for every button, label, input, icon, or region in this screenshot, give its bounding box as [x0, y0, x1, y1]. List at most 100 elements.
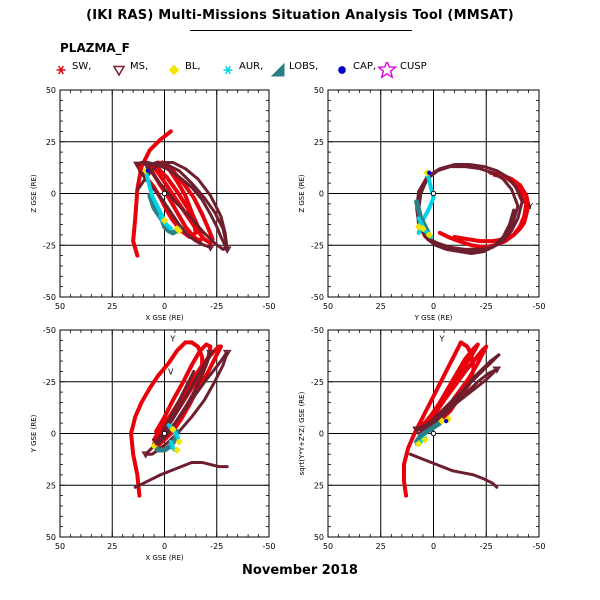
region-marker [415, 440, 423, 448]
cusp-star-icon-shape [378, 62, 398, 79]
bl-diamond-icon-shape [168, 64, 180, 76]
y-tick-label: -25 [43, 378, 56, 387]
region-marker [133, 161, 142, 169]
earth-marker [161, 190, 168, 197]
x-tick-label: -25 [210, 542, 223, 551]
orbit-track [143, 168, 167, 223]
plot-annotation: Y [169, 334, 175, 343]
orbit-track [129, 340, 194, 498]
x-tick-label: 25 [107, 302, 117, 311]
legend: SW, MS, BL, AUR, LOBS, CAP, CUSP [52, 60, 592, 82]
sw-asterisk-icon-shape [56, 65, 66, 75]
orbit-track [131, 129, 173, 258]
y-tick-label: 0 [51, 190, 56, 199]
y-tick-label: 50 [314, 533, 324, 542]
plot-annotation: Y [527, 202, 533, 211]
y-tick-label: -50 [43, 326, 56, 335]
earth-marker [430, 430, 437, 437]
y-axis-label: Y GSE (RE) [30, 414, 38, 453]
ms-triangle-icon-shape [112, 65, 126, 77]
y-tick-label: 25 [314, 138, 324, 147]
aur-asterisk-icon [223, 65, 233, 75]
y-tick-label: 0 [51, 430, 56, 439]
earth-marker [161, 430, 168, 437]
plot-annotation: V [168, 367, 174, 376]
region-marker [444, 418, 449, 424]
y-tick-label: -50 [43, 293, 56, 302]
cusp-star-icon [378, 62, 398, 79]
orbit-track [421, 361, 492, 429]
legend-label: SW, [72, 61, 92, 72]
x-tick-label: 25 [376, 542, 386, 551]
x-tick-label: 0 [431, 302, 436, 311]
ms-triangle-icon [112, 65, 126, 77]
region-marker [427, 170, 432, 175]
y-tick-label: 50 [46, 86, 56, 95]
region-marker [222, 246, 232, 254]
region-marker [412, 426, 421, 434]
region-marker [175, 227, 183, 235]
x-tick-label: 25 [107, 542, 117, 551]
x-axis-label: Y GSE (RE) [414, 314, 453, 322]
cap-circle-icon [338, 66, 346, 74]
x-tick-label: -25 [480, 542, 493, 551]
orbit-track [146, 160, 229, 249]
panel-4: 50 25 0 -25 -50 -50 -25 0 25 50 sqrt(Y*Y+Z*Z) GSE … [298, 326, 546, 551]
region-marker [421, 436, 429, 444]
x-tick-label: 0 [162, 302, 167, 311]
x-tick-label: -50 [532, 542, 545, 551]
x-tick-label: 0 [431, 542, 436, 551]
orbit-track [135, 160, 229, 251]
x-tick-label: 0 [162, 542, 167, 551]
legend-label: LOBS, [289, 61, 319, 72]
figure-title: (IKI RAS) Multi-Missions Situation Analy… [86, 8, 514, 23]
orbit-series-group [414, 163, 531, 256]
orbit-track [160, 369, 196, 433]
y-tick-label: -25 [311, 378, 324, 387]
y-tick-label: -25 [311, 241, 324, 250]
aur-asterisk-icon-shape [223, 65, 233, 75]
x-tick-label: -50 [532, 302, 545, 311]
title-underline [190, 30, 412, 31]
x-tick-label: 50 [323, 302, 333, 311]
mission-name: PLAZMA_F [60, 41, 130, 55]
region-marker [425, 231, 433, 239]
x-tick-label: 25 [376, 302, 386, 311]
region-marker [151, 438, 161, 447]
orbit-track [135, 160, 229, 251]
region-marker [222, 349, 232, 358]
x-tick-label: -25 [480, 302, 493, 311]
orbit-track [414, 420, 443, 445]
plot-annotation: Y [438, 334, 444, 343]
y-tick-label: 25 [46, 138, 56, 147]
panel-3: 50 25 0 -25 -50 -50 -25 0 25 50 X GSE (RE) Y GSE (R… [30, 326, 276, 562]
x-tick-label: 50 [55, 302, 65, 311]
orbit-track [425, 208, 516, 256]
x-tick-label: -50 [262, 542, 275, 551]
earth-marker [430, 190, 437, 197]
orbit-track [151, 428, 180, 453]
x-tick-label: -50 [262, 302, 275, 311]
orbit-track [146, 165, 229, 251]
orbit-track [401, 340, 463, 498]
legend-label: AUR, [239, 61, 264, 72]
orbit-track [166, 423, 182, 444]
y-tick-label: 25 [46, 481, 56, 490]
region-marker [415, 222, 423, 231]
x-tick-label: -25 [210, 302, 223, 311]
lobs-triangle-icon [270, 62, 285, 77]
y-tick-label: 50 [314, 86, 324, 95]
x-axis-label: X GSE (RE) [145, 554, 184, 562]
legend-label: MS, [130, 61, 149, 72]
orbit-series-group [131, 129, 232, 258]
cap-circle-icon-shape [338, 66, 346, 74]
bl-diamond-icon [168, 64, 180, 76]
legend-label: CUSP [400, 61, 427, 72]
y-tick-label: 0 [319, 190, 324, 199]
region-marker [492, 366, 502, 374]
x-axis-label: X GSE (RE) [145, 314, 184, 322]
lobs-triangle-icon-shape [270, 62, 285, 77]
y-tick-label: 25 [314, 481, 324, 490]
